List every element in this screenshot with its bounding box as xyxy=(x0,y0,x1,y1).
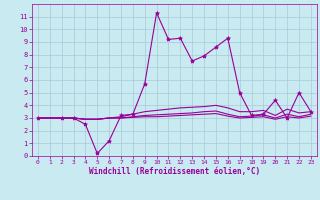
X-axis label: Windchill (Refroidissement éolien,°C): Windchill (Refroidissement éolien,°C) xyxy=(89,167,260,176)
